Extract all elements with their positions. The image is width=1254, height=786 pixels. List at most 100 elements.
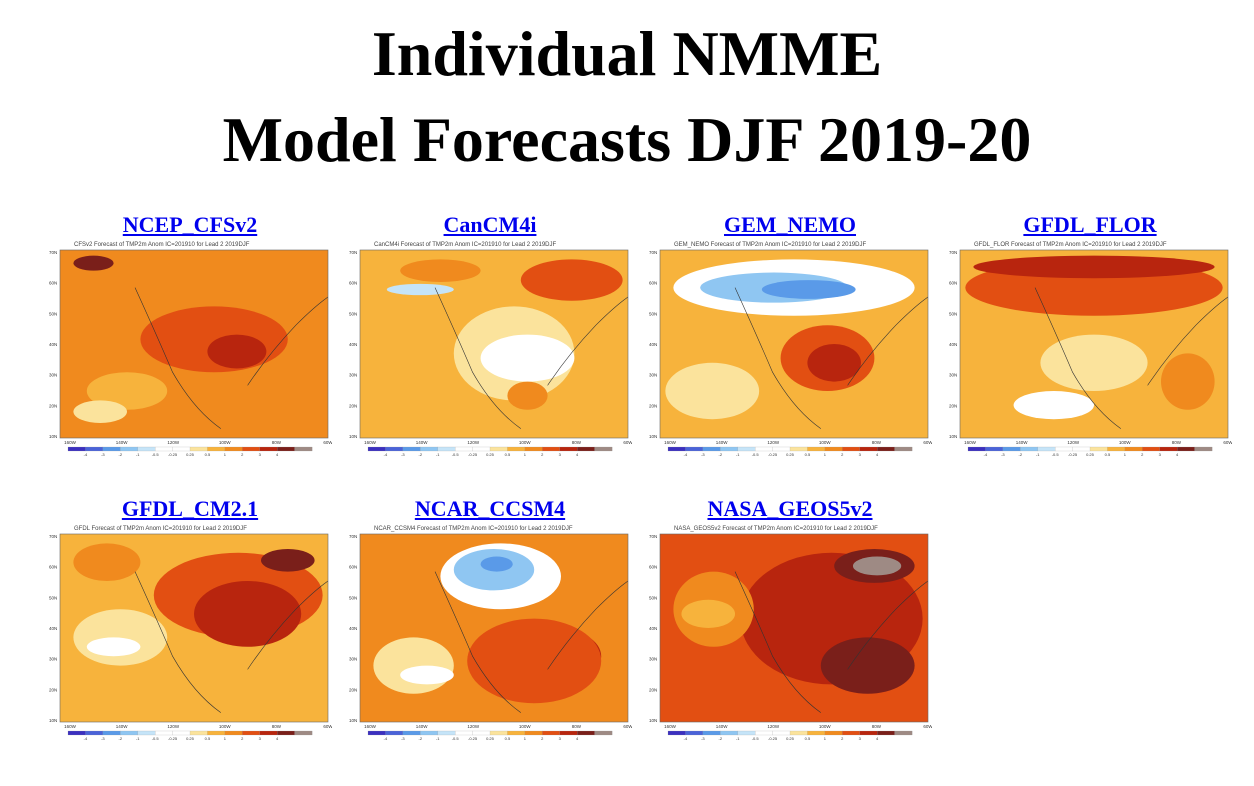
colorbar-tick-label: -3 [101, 736, 105, 741]
colorbar-swatch [294, 446, 313, 452]
colorbar-swatch [985, 446, 1004, 452]
lat-tick-label: 40N [49, 342, 57, 347]
lon-tick-label: 60W [923, 440, 932, 445]
colorbar-swatch [542, 730, 561, 736]
lon-tick-label: 60W [623, 724, 632, 729]
anomaly-region [761, 280, 856, 299]
lat-tick-label: 10N [949, 434, 957, 439]
lon-tick-label: 60W [323, 724, 332, 729]
colorbar-tick-label: 0.5 [205, 736, 211, 741]
colorbar-tick-label: 3 [559, 736, 562, 741]
lat-tick-label: 10N [349, 718, 357, 723]
model-link[interactable]: GFDL_FLOR [1023, 212, 1157, 237]
model-link[interactable]: NCEP_CFSv2 [122, 212, 258, 237]
colorbar-swatch [720, 446, 739, 452]
colorbar-tick-label: 4 [576, 736, 579, 741]
lat-tick-label: 10N [649, 718, 657, 723]
colorbar-swatch [524, 446, 543, 452]
anomaly-region [261, 549, 315, 572]
coastline [434, 287, 628, 429]
model-panel: NASA_GEOS5v2 70N 60N 50N 40N 30N 20N 10N 160W 140… [645, 496, 935, 744]
colorbar-tick-label: 3 [259, 452, 262, 457]
colorbar-swatch [755, 730, 773, 736]
colorbar-tick-label: -1 [436, 736, 440, 741]
colorbar-swatch [67, 446, 86, 452]
colorbar-swatch [685, 730, 704, 736]
colorbar-swatch [85, 446, 104, 452]
colorbar-swatch [1142, 446, 1161, 452]
lon-tick-label: 100W [1119, 440, 1132, 445]
lon-tick-label: 80W [272, 440, 282, 445]
model-link[interactable]: GEM_NEMO [724, 212, 856, 237]
map-frame [959, 249, 1229, 439]
colorbar-swatch [1124, 446, 1143, 452]
colorbar-tick-label: -4 [984, 452, 988, 457]
colorbar-swatch [172, 446, 191, 452]
lon-tick-label: 60W [323, 440, 332, 445]
coastline [734, 287, 928, 429]
colorbar-swatch [420, 446, 439, 452]
forecast-map: 70N 60N 50N 40N 30N 20N 10N 160W 140W 120W 100W 80W… [348, 242, 632, 460]
anomaly-region [73, 400, 127, 423]
anomaly-region [480, 334, 575, 382]
forecast-map: 70N 60N 50N 40N 30N 20N 10N 160W 140W 120W 100W 80W… [648, 242, 932, 460]
lon-tick-label: 160W [364, 724, 377, 729]
colorbar-tick-label: -0.5 [452, 736, 460, 741]
lat-tick-label: 60N [349, 281, 357, 286]
colorbar-tick-label: 3 [859, 452, 862, 457]
anomaly-region [467, 618, 602, 704]
colorbar-tick-label: -2 [419, 736, 423, 741]
model-panel: NCEP_CFSv2 70N 60N 50N 40N 30N 20N 10N 160W 140W 1… [45, 212, 335, 460]
colorbar-tick-label: -0.5 [752, 452, 760, 457]
colorbar-swatch [489, 730, 508, 736]
colorbar-tick-label: -0.25 [168, 452, 178, 457]
lon-tick-label: 120W [1067, 440, 1080, 445]
lat-tick-label: 40N [349, 626, 357, 631]
model-link[interactable]: NCAR_CCSM4 [414, 496, 566, 521]
model-link[interactable]: NASA_GEOS5v2 [707, 496, 873, 521]
colorbar-swatch [824, 730, 843, 736]
lat-tick-label: 40N [949, 342, 957, 347]
lat-tick-label: 60N [49, 565, 57, 570]
coastline [734, 571, 928, 713]
lon-tick-label: 140W [416, 440, 429, 445]
colorbar-swatch [137, 446, 156, 452]
colorbar-swatch [967, 446, 986, 452]
colorbar-swatch [259, 730, 278, 736]
anomaly-region [73, 609, 168, 666]
colorbar-tick-label: -3 [101, 452, 105, 457]
colorbar-tick-label: 2 [241, 452, 244, 457]
colorbar-swatch [772, 446, 791, 452]
model-link[interactable]: CanCM4i [443, 212, 537, 237]
colorbar-tick-label: 0.25 [786, 452, 795, 457]
colorbar-tick-label: 0.5 [805, 736, 811, 741]
colorbar-tick-label: 0.5 [505, 736, 511, 741]
anomaly-region [507, 381, 548, 410]
lat-tick-label: 20N [49, 687, 57, 692]
lat-tick-label: 40N [49, 626, 57, 631]
colorbar-tick-label: 1 [224, 736, 227, 741]
colorbar-tick-label: 0.25 [186, 452, 195, 457]
colorbar-swatch [824, 446, 843, 452]
colorbar-swatch [807, 446, 826, 452]
colorbar-swatch [242, 446, 261, 452]
colorbar-swatch [772, 730, 791, 736]
lon-tick-label: 100W [219, 440, 232, 445]
colorbar-tick-label: 0.25 [486, 736, 495, 741]
colorbar-swatch [102, 730, 121, 736]
model-link[interactable]: GFDL_CM2.1 [121, 496, 259, 521]
lon-tick-label: 100W [819, 440, 832, 445]
colorbar-tick-label: -2 [719, 452, 723, 457]
colorbar-tick-label: 2 [841, 736, 844, 741]
colorbar-tick-label: -2 [719, 736, 723, 741]
lon-tick-label: 100W [519, 724, 532, 729]
colorbar-swatch [720, 730, 739, 736]
colorbar-tick-label: -3 [701, 452, 705, 457]
colorbar-tick-label: -0.5 [1052, 452, 1060, 457]
colorbar-swatch [85, 730, 104, 736]
lat-tick-label: 60N [649, 281, 657, 286]
anomaly-region [807, 344, 861, 382]
lat-tick-label: 60N [349, 565, 357, 570]
colorbar-swatch [189, 446, 208, 452]
